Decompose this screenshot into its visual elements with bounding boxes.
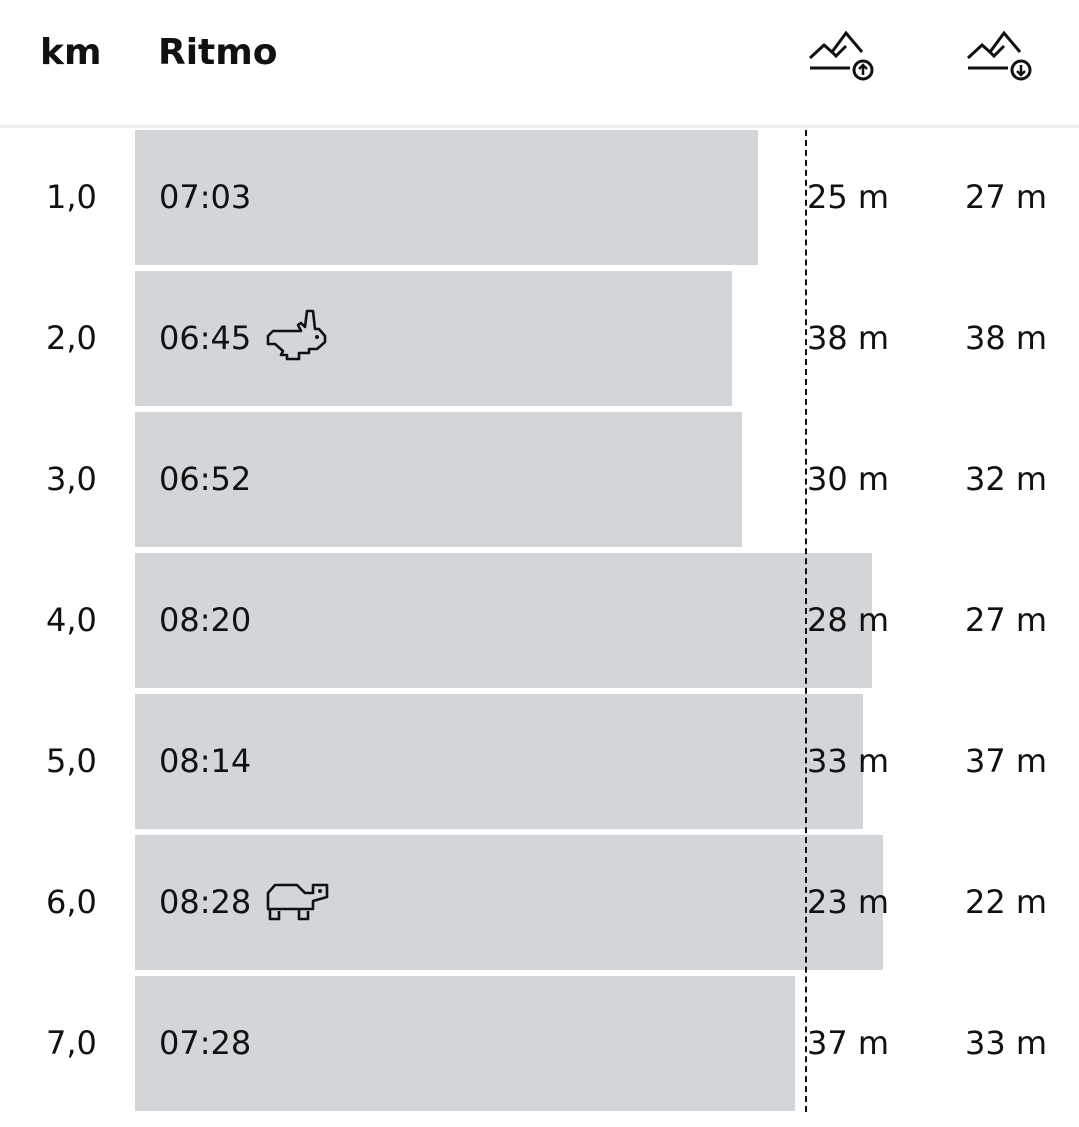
km-value: 7,0 (46, 1024, 97, 1062)
splits-header: km Ritmo (0, 0, 1079, 128)
km-value: 4,0 (46, 601, 97, 639)
pace-value: 08:28 (159, 883, 252, 921)
descent-value: 33 m (965, 1024, 1048, 1062)
pace-bar (135, 553, 872, 688)
km-value: 5,0 (46, 742, 97, 780)
pace-bar (135, 271, 732, 406)
mountain-ascent-icon (808, 30, 874, 81)
ascent-value: 25 m (807, 178, 890, 216)
descent-value: 27 m (965, 601, 1048, 639)
split-row: 2,0 06:45 38 m 38 m (0, 271, 1079, 406)
turtle-icon (265, 871, 329, 929)
pace-value: 06:52 (159, 460, 252, 498)
descent-value: 27 m (965, 178, 1048, 216)
pace-bar (135, 835, 883, 970)
ascent-value: 30 m (807, 460, 890, 498)
pace-bar (135, 976, 795, 1111)
km-value: 6,0 (46, 883, 97, 921)
ascent-value: 38 m (807, 319, 890, 357)
pace-bar (135, 694, 863, 829)
split-row: 5,0 08:14 33 m 37 m (0, 694, 1079, 829)
ascent-value: 33 m (807, 742, 890, 780)
pace-value: 07:28 (159, 1024, 252, 1062)
ascent-value: 37 m (807, 1024, 890, 1062)
ascent-value: 23 m (807, 883, 890, 921)
split-row: 1,0 07:03 25 m 27 m (0, 130, 1079, 265)
km-value: 1,0 (46, 178, 97, 216)
pace-column-header: Ritmo (158, 32, 278, 73)
average-pace-line (805, 130, 807, 1112)
pace-bar (135, 130, 758, 265)
pace-value: 06:45 (159, 319, 252, 357)
descent-value: 32 m (965, 460, 1048, 498)
descent-value: 22 m (965, 883, 1048, 921)
ascent-value: 28 m (807, 601, 890, 639)
rabbit-icon (265, 307, 329, 365)
pace-value: 08:20 (159, 601, 252, 639)
split-row: 4,0 08:20 28 m 27 m (0, 553, 1079, 688)
km-value: 3,0 (46, 460, 97, 498)
split-row: 3,0 06:52 30 m 32 m (0, 412, 1079, 547)
km-value: 2,0 (46, 319, 97, 357)
mountain-descent-icon (966, 30, 1032, 81)
pace-value: 08:14 (159, 742, 252, 780)
pace-value: 07:03 (159, 178, 252, 216)
descent-value: 37 m (965, 742, 1048, 780)
km-column-header: km (40, 32, 102, 73)
split-row: 6,0 08:28 23 m 22 m (0, 835, 1079, 970)
pace-bar (135, 412, 742, 547)
descent-value: 38 m (965, 319, 1048, 357)
split-row: 7,0 07:28 37 m 33 m (0, 976, 1079, 1111)
